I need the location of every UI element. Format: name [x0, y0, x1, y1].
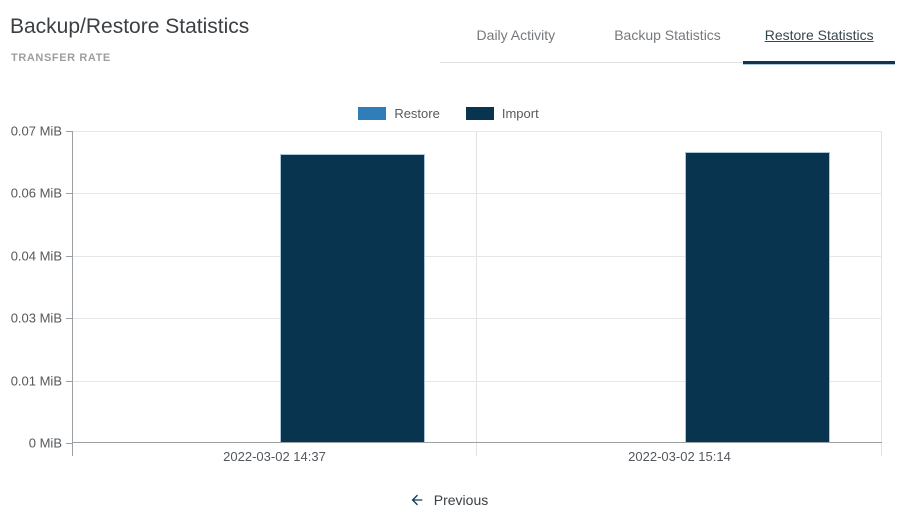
legend-swatch-import: [465, 107, 494, 120]
bar-import-2: [684, 151, 830, 443]
y-axis-line: [72, 131, 73, 456]
pagination: Previous: [0, 492, 897, 508]
bar-group-2: [477, 131, 882, 443]
y-tick-mark: [66, 443, 72, 444]
bar-import-1: [279, 154, 425, 443]
bar-groups: [72, 131, 882, 443]
chart-legend: Restore Import: [0, 106, 897, 121]
tab-backup-statistics[interactable]: Backup Statistics: [614, 26, 721, 43]
y-tick-mark: [66, 380, 72, 382]
tab-bar: Daily Activity Backup Statistics Restore S…: [440, 0, 896, 64]
y-tick-mark: [66, 131, 72, 132]
x-axis: 2022-03-02 14:37 2022-03-02 15:14: [72, 449, 882, 464]
y-tick-label: 0.03 MiB: [10, 310, 62, 326]
x-tick-label: 2022-03-02 15:14: [628, 449, 731, 464]
legend-label: Restore: [394, 106, 440, 121]
y-tick-label: 0.04 MiB: [10, 248, 62, 264]
h-gridline: [72, 255, 882, 257]
x-tick-label: 2022-03-02 14:37: [223, 449, 326, 464]
y-tick-label: 0.06 MiB: [10, 185, 62, 201]
y-tick-mark: [66, 193, 72, 195]
chart-plot-area: [72, 131, 882, 456]
y-axis: 0.07 MiB 0.06 MiB 0.04 MiB 0.03 MiB 0.01 MiB…: [0, 124, 72, 451]
tab-daily-activity[interactable]: Daily Activity: [476, 26, 556, 43]
legend-swatch-restore: [358, 107, 387, 120]
page-title: Backup/Restore Statistics: [10, 15, 250, 38]
legend-item-restore[interactable]: Restore: [358, 106, 440, 121]
h-gridline: [72, 318, 882, 320]
back-arrow-icon: [411, 494, 423, 506]
page-subtitle: TRANSFER RATE: [11, 52, 111, 64]
bar-group-1: [72, 131, 477, 443]
x-axis-line: [72, 442, 882, 443]
h-gridline: [72, 380, 882, 382]
previous-label: Previous: [433, 492, 489, 508]
v-gridline: [476, 131, 477, 456]
y-tick-label: 0 MiB: [28, 435, 62, 451]
tab-restore-statistics[interactable]: Restore Statistics: [743, 0, 896, 64]
y-tick-mark: [66, 255, 72, 257]
y-tick-mark: [66, 318, 72, 320]
legend-label: Import: [501, 106, 539, 121]
previous-page-link[interactable]: Previous: [409, 492, 488, 508]
y-tick-label: 0.01 MiB: [10, 373, 62, 389]
h-gridline: [72, 193, 882, 195]
y-tick-label: 0.07 MiB: [10, 123, 62, 139]
h-gridline: [72, 131, 882, 132]
legend-item-import[interactable]: Import: [465, 106, 539, 121]
v-gridline: [881, 131, 882, 456]
